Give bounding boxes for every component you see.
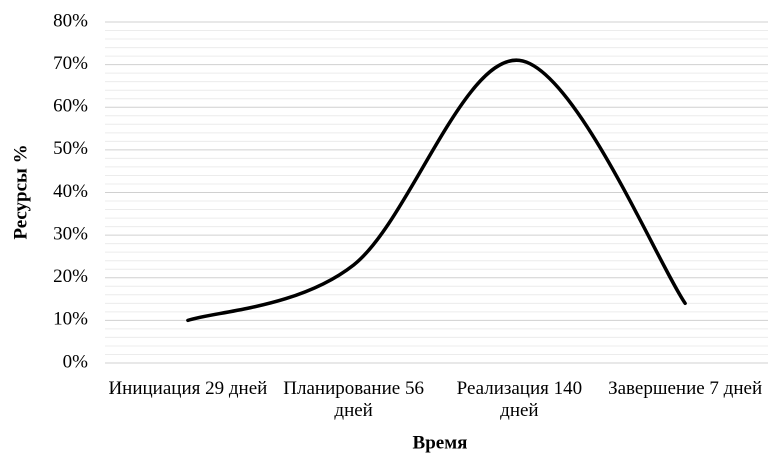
y-tick-label: 20% <box>53 266 88 287</box>
x-tick-label: Реализация 140 дней <box>456 378 583 421</box>
x-tick-label: Планирование 56 дней <box>283 378 424 421</box>
y-tick-label: 70% <box>53 53 88 74</box>
y-tick-label: 50% <box>53 138 88 159</box>
y-tick-label: 30% <box>53 223 88 244</box>
line-series <box>186 58 687 323</box>
y-tick-label: 80% <box>53 10 88 31</box>
x-tick-label: Завершение 7 дней <box>608 378 763 399</box>
y-tick-label: 0% <box>63 351 89 372</box>
y-tick-label: 10% <box>53 309 88 330</box>
y-axis-label: Ресурсы % <box>10 144 31 239</box>
x-axis-label: Время <box>413 432 468 453</box>
y-tick-label: 40% <box>53 181 88 202</box>
y-tick-label: 60% <box>53 96 88 117</box>
x-tick-label: Инициация 29 дней <box>108 378 268 399</box>
